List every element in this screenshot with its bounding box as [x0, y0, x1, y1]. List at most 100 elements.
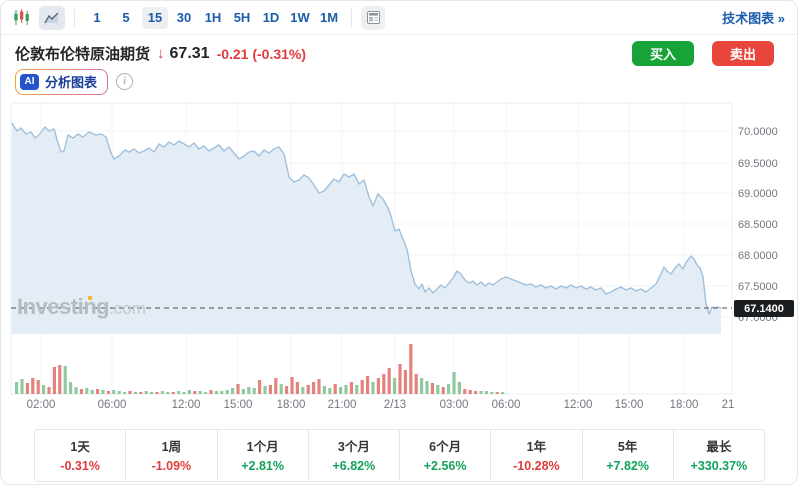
x-axis-tick-label: 18:00	[670, 399, 699, 411]
interval-button-30[interactable]: 30	[176, 9, 192, 25]
interval-button-15[interactable]: 15	[142, 6, 168, 29]
volume-bar	[198, 391, 202, 394]
volume-bar	[241, 389, 245, 394]
interval-button-1[interactable]: 1	[93, 9, 101, 25]
volume-bar	[295, 382, 299, 394]
volume-bar	[414, 374, 418, 394]
chart-toolbar: 1 5 15 30 1H 5H 1D 1W 1M 技术图表 »	[1, 1, 797, 35]
instrument-title: 伦敦布伦特原油期货	[15, 46, 151, 63]
volume-bar	[144, 391, 148, 394]
volume-bar	[85, 388, 89, 394]
volume-bar	[42, 385, 46, 394]
volume-bar	[117, 391, 121, 394]
candlestick-chart-button[interactable]	[13, 9, 31, 26]
price-chart-svg[interactable]: 02:00 06:00 12:00 15:00 18:00 21:00 2/13 03:00 0…	[1, 97, 798, 413]
y-axis-tick-label: 67.5000	[738, 281, 778, 293]
volume-bar	[355, 385, 359, 394]
news-panel-icon	[366, 11, 380, 24]
volume-bar	[36, 380, 40, 394]
x-axis-tick-label: 2/13	[384, 399, 406, 411]
volume-bar	[484, 391, 488, 394]
volume-bar	[420, 378, 424, 394]
volume-bar	[166, 392, 170, 394]
x-axis-tick-label: 02:00	[27, 399, 56, 411]
performance-value: +7.82%	[606, 459, 649, 473]
volume-bar	[96, 389, 100, 394]
volume-bar	[268, 385, 272, 394]
ai-analyze-chart-button[interactable]: AI 分析图表	[15, 69, 108, 95]
info-icon[interactable]: i	[116, 73, 134, 90]
performance-table: 1天 -0.31% 1周 -1.09% 1个月 +2.81% 3个月 +6.82% 6个月 +2.…	[34, 429, 765, 482]
last-price: 67.31	[169, 44, 210, 62]
volume-bar	[90, 390, 94, 394]
volume-bar	[403, 370, 407, 394]
interval-button-5[interactable]: 5	[122, 9, 130, 25]
y-axis-tick-label: 70.0000	[738, 126, 778, 138]
volume-bar	[177, 391, 181, 394]
performance-cell: 5年 +7.82%	[581, 430, 673, 481]
volume-bar	[328, 388, 332, 394]
x-axis-tick-label: 03:00	[440, 399, 469, 411]
volume-bar	[349, 382, 353, 394]
line-chart-icon	[44, 11, 60, 25]
volume-bar	[25, 383, 29, 394]
volume-bar	[495, 392, 499, 394]
price-down-arrow-icon: ↓	[157, 45, 165, 62]
volume-bar	[387, 368, 391, 394]
interval-button-5h[interactable]: 5H	[233, 9, 251, 25]
news-panel-button[interactable]	[361, 5, 385, 30]
performance-period-label: 最长	[706, 440, 732, 454]
volume-bar	[409, 344, 413, 394]
volume-bar	[430, 383, 434, 394]
y-axis-tick-label: 68.0000	[738, 250, 778, 262]
performance-cell: 3个月 +6.82%	[307, 430, 399, 481]
volume-bar	[101, 390, 105, 394]
x-axis-tick-label: 12:00	[172, 399, 201, 411]
volume-bar	[376, 378, 380, 394]
performance-value: -0.31%	[60, 459, 100, 473]
performance-value: +2.56%	[423, 459, 467, 473]
interval-button-1m[interactable]: 1M	[319, 9, 339, 25]
performance-period-label: 5年	[617, 440, 638, 454]
volume-bar	[468, 390, 472, 394]
x-axis-tick-label: 21:00	[328, 399, 357, 411]
performance-cell: 1个月 +2.81%	[216, 430, 308, 481]
volume-bar	[371, 382, 375, 394]
volume-bar	[360, 380, 364, 394]
volume-bar	[366, 376, 370, 394]
interval-button-1h[interactable]: 1H	[204, 9, 222, 25]
volume-bar	[69, 382, 73, 394]
interval-button-1w[interactable]: 1W	[290, 9, 310, 25]
volume-bar	[52, 367, 56, 394]
current-price-label: 67.1400	[744, 303, 784, 315]
volume-bar	[193, 391, 197, 394]
ai-analyze-label: 分析图表	[45, 75, 98, 90]
volume-bar	[301, 387, 305, 394]
interval-button-1d[interactable]: 1D	[262, 9, 280, 25]
performance-cell: 最长 +330.37%	[672, 430, 764, 481]
performance-period-label: 1天	[70, 440, 90, 454]
volume-bar	[285, 386, 289, 394]
buy-button[interactable]: 买入	[632, 41, 694, 66]
volume-bar	[425, 381, 429, 394]
volume-bar	[150, 392, 154, 394]
volume-bar	[263, 386, 267, 394]
x-axis-tick-label: 18:00	[277, 399, 306, 411]
technical-chart-link[interactable]: 技术图表 »	[722, 11, 785, 26]
x-axis-tick-label: 15:00	[615, 399, 644, 411]
toolbar-divider	[351, 8, 352, 27]
volume-bar	[501, 392, 505, 394]
performance-value: +6.82%	[332, 459, 376, 473]
chart-area: 02:00 06:00 12:00 15:00 18:00 21:00 2/13 03:00 0…	[1, 97, 797, 413]
volume-bar	[447, 384, 451, 394]
performance-period-label: 6个月	[429, 440, 462, 454]
sell-button[interactable]: 卖出	[712, 41, 774, 66]
volume-bar	[182, 392, 186, 394]
volume-bar	[106, 391, 110, 394]
volume-bar	[452, 372, 456, 394]
y-axis-tick-label: 68.5000	[738, 219, 778, 231]
volume-bar	[279, 384, 283, 394]
line-chart-button[interactable]	[39, 5, 65, 30]
x-axis-tick-label: 21	[722, 399, 735, 411]
